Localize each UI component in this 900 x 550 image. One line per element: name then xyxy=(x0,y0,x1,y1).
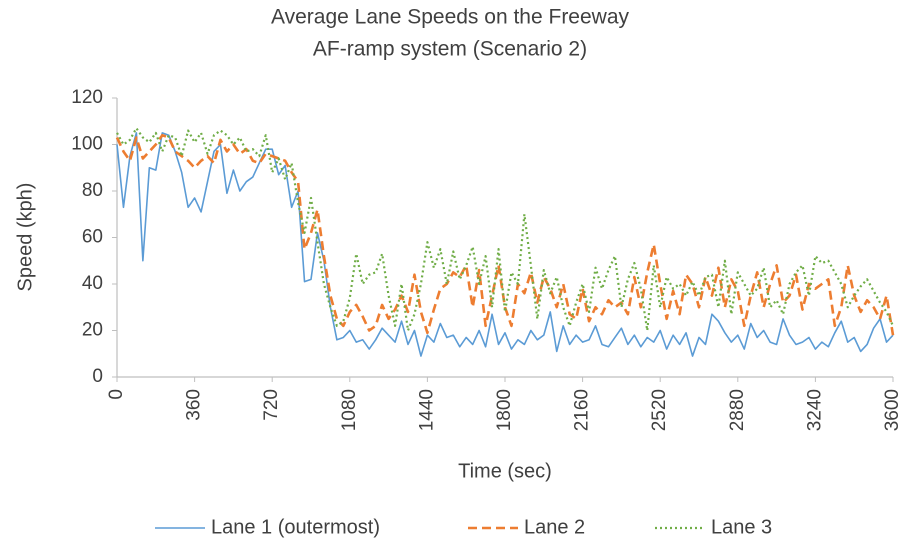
x-tick-label: 2520 xyxy=(649,389,670,431)
y-tick-label: 80 xyxy=(82,180,103,201)
x-tick-label: 2880 xyxy=(727,389,748,431)
legend-label: Lane 3 xyxy=(711,516,772,538)
x-tick-label: 720 xyxy=(261,389,282,421)
x-tick-label: 360 xyxy=(184,389,205,421)
legend-label: Lane 2 xyxy=(524,516,585,538)
series-line xyxy=(116,132,894,357)
x-tick-label: 1800 xyxy=(494,389,515,431)
x-axis-title: Time (sec) xyxy=(458,460,552,482)
legend-label: Lane 1 (outermost) xyxy=(211,516,380,538)
y-tick-label: 60 xyxy=(82,227,103,248)
y-tick-label: 120 xyxy=(71,87,103,108)
y-tick-label: 0 xyxy=(92,366,103,387)
x-tick-label: 1440 xyxy=(416,389,437,431)
x-tick-label: 1080 xyxy=(339,389,360,431)
y-axis-title: Speed (kph) xyxy=(14,183,36,292)
chart-title: Average Lane Speeds on the Freeway xyxy=(271,6,630,29)
x-tick-label: 0 xyxy=(106,389,127,400)
x-tick-label: 2160 xyxy=(572,389,593,431)
x-tick-label: 3600 xyxy=(882,389,900,431)
y-tick-label: 100 xyxy=(71,134,103,155)
x-tick-label: 3240 xyxy=(804,389,825,431)
chart-subtitle: AF-ramp system (Scenario 2) xyxy=(313,38,587,61)
y-tick-label: 20 xyxy=(82,320,103,341)
y-tick-label: 40 xyxy=(82,273,103,294)
